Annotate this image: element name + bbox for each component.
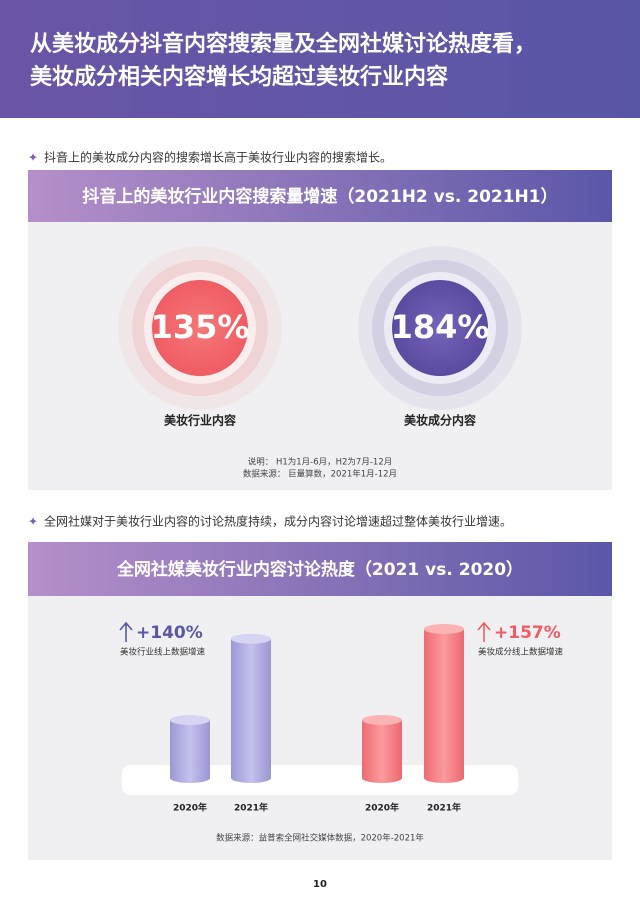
circle-label: 美妆成分内容 — [404, 413, 476, 428]
cylinder — [362, 720, 402, 778]
cylinder-base — [424, 773, 464, 783]
title-line: 美妆成分相关内容增长均超过美妆行业内容 — [30, 64, 448, 90]
cylinder-top — [231, 633, 271, 644]
year-label: 2021年 — [427, 802, 461, 814]
note: 说明： H1为1月-6月，H2为7月-12月 — [248, 457, 392, 468]
year-label: 2020年 — [365, 802, 399, 814]
note: 数据来源： 巨量算数，2021年1月-12月 — [243, 469, 397, 480]
bullet-text: 全网社媒对于美妆行业内容的讨论热度持续，成分内容讨论增速超过整体美妆行业增速。 — [44, 514, 512, 529]
bullet-text: 抖音上的美妆成分内容的搜索增长高于美妆行业内容的搜索增长。 — [44, 150, 392, 165]
cylinder-top — [424, 623, 464, 634]
growth-caption: 美妆成分线上数据增速 — [478, 647, 564, 658]
circle-red — [118, 246, 282, 410]
card-title: 抖音上的美妆行业内容搜索量增速（2021H2 vs. 2021H1） — [82, 186, 557, 207]
card-title: 全网社媒美妆行业内容讨论热度（2021 vs. 2020） — [116, 559, 523, 580]
header-band — [0, 0, 640, 118]
page-number: 10 — [313, 879, 327, 890]
cylinder-base — [231, 773, 271, 783]
cylinder — [231, 638, 271, 778]
growth-label: +157% — [494, 623, 561, 643]
up-arrow — [119, 621, 133, 642]
circle-label: 美妆行业内容 — [164, 413, 236, 428]
title-line: 从美妆成分抖音内容搜索量及全网社媒讨论热度看， — [30, 31, 536, 57]
card-header — [28, 542, 612, 596]
year-label: 2020年 — [173, 802, 207, 814]
percent: 184% — [391, 308, 490, 346]
year-label: 2021年 — [234, 802, 268, 814]
card — [28, 170, 612, 490]
cylinder-top — [170, 715, 210, 725]
growth-label: +140% — [136, 623, 203, 643]
source: 数据来源：益普索全网社交媒体数据，2020年-2021年 — [216, 833, 424, 844]
growth-caption: 美妆行业线上数据增速 — [120, 647, 206, 658]
cylinder-base — [362, 773, 402, 783]
card-header — [28, 170, 612, 222]
platform — [122, 765, 518, 795]
circle-purple — [358, 246, 522, 410]
cylinder-base — [170, 773, 210, 783]
cylinder-top — [362, 715, 402, 725]
cylinder — [424, 628, 464, 778]
bullet-icon: ✦ — [28, 515, 38, 529]
bullet-icon: ✦ — [28, 151, 38, 165]
cylinder — [170, 720, 210, 778]
bars: 2020年 2021年 +140% 美妆行业线上数据增速 2020年 2021年 +157%… — [119, 621, 564, 814]
percent: 135% — [151, 308, 250, 346]
up-arrow — [477, 621, 491, 642]
